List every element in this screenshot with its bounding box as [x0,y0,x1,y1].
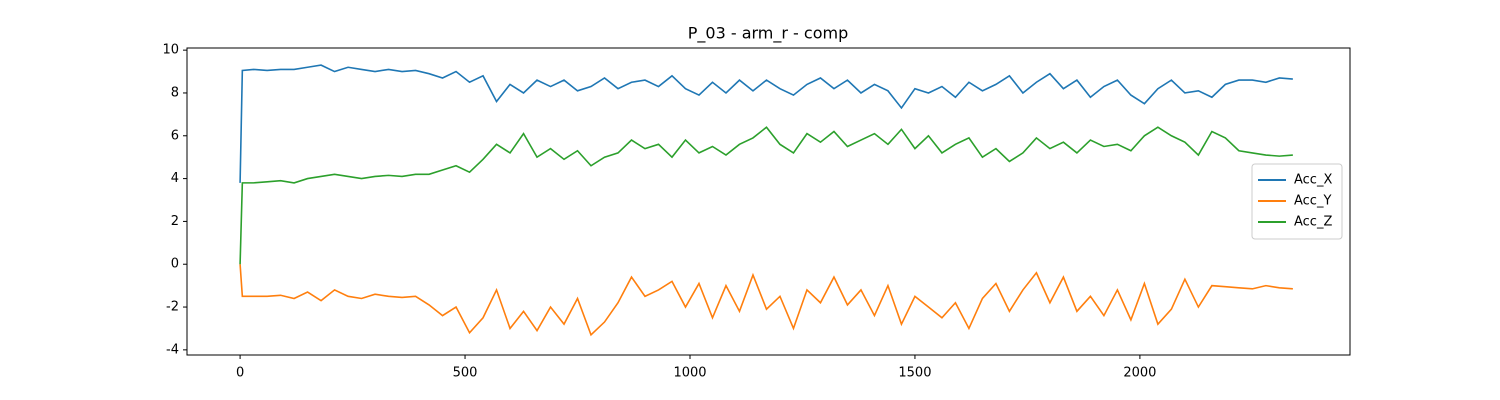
chart-title: P_03 - arm_r - comp [688,24,849,44]
y-tick-label: 8 [171,85,179,100]
plot-frame [186,47,1351,356]
x-tick-label: 500 [453,366,478,381]
y-tick-label: 2 [171,214,179,229]
legend-label: Acc_X [1294,173,1332,188]
legend-label: Acc_Y [1294,194,1331,209]
data-line [239,64,1293,183]
y-tick-label: 6 [171,128,179,143]
y-tick-label: -2 [166,300,179,315]
data-line [239,264,1293,337]
x-tick-label: 0 [236,366,244,381]
y-tick-label: 0 [171,257,179,272]
data-line [239,126,1293,265]
x-tick-label: 1000 [673,366,706,381]
x-tick-label: 2000 [1123,366,1156,381]
y-tick-label: 10 [162,43,179,58]
x-tick-label: 1500 [898,366,931,381]
legend-label: Acc_Z [1294,215,1332,230]
y-tick-label: 4 [171,171,179,186]
y-tick-label: -4 [166,342,179,357]
legend-box [1251,163,1343,240]
